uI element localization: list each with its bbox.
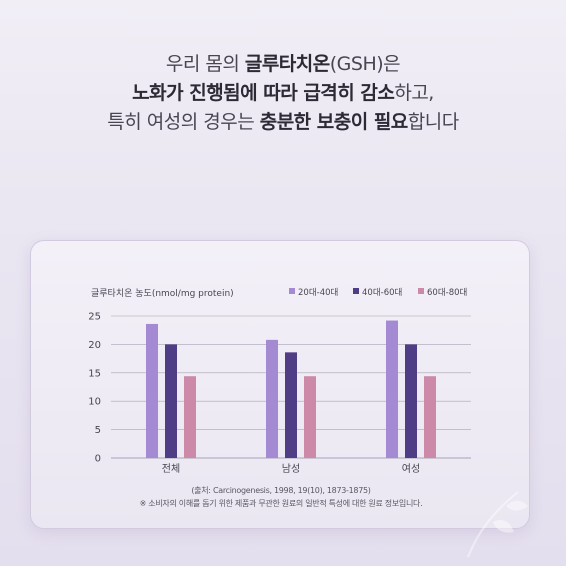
chart-card: 글루타치온 농도(nmol/mg protein) 20대-40대 40대-60대… <box>30 240 530 529</box>
bar-1-0 <box>266 339 278 458</box>
x-axis-ticks: 전체 남성 여성 <box>162 463 420 475</box>
bar-0-2 <box>184 376 196 458</box>
headline-line-3-suffix: 합니다 <box>407 111 459 133</box>
bar-0-0 <box>146 323 158 458</box>
y-tick-label: 15 <box>88 368 101 379</box>
legend-swatch <box>418 288 424 294</box>
legend-swatch <box>289 288 295 294</box>
y-tick-label: 5 <box>95 425 101 436</box>
headline-line-2-suffix: 하고, <box>394 82 434 104</box>
disclaimer-note: ※ 소비자의 이해를 돕기 위한 제품과 무관한 원료의 일반적 특성에 대한 … <box>139 499 423 508</box>
legend: 20대-40대 40대-60대 60대-80대 <box>289 288 467 298</box>
legend-label: 20대-40대 <box>298 288 338 298</box>
x-tick-label: 전체 <box>162 463 180 475</box>
y-tick-label: 0 <box>95 454 101 465</box>
headline-line-1-suffix: (GSH)은 <box>329 53 401 75</box>
headline-gsh-emphasis: 글루타치온 <box>244 53 330 75</box>
headline-supplement-emphasis: 충분한 보충이 필요 <box>259 111 409 133</box>
headline-decline-emphasis: 노화가 진행됨에 따라 급격히 감소 <box>132 82 395 104</box>
headline-line-3: 특히 여성의 경우는 충분한 보충이 필요합니다 <box>0 108 566 137</box>
headline: 우리 몸의 글루타치온(GSH)은 노화가 진행됨에 따라 급격히 감소하고, … <box>0 50 566 137</box>
bar-chart: 글루타치온 농도(nmol/mg protein) 20대-40대 40대-60대… <box>88 287 471 475</box>
bar-2-1 <box>405 344 417 458</box>
bar-1-1 <box>285 352 297 458</box>
bar-1-2 <box>304 376 316 458</box>
legend-label: 60대-80대 <box>427 288 467 298</box>
y-axis-ticks: 0 5 10 15 20 25 <box>88 312 101 465</box>
y-tick-label: 20 <box>88 340 101 351</box>
headline-line-1: 우리 몸의 글루타치온(GSH)은 <box>0 50 566 79</box>
y-tick-label: 25 <box>88 312 101 323</box>
source-note: (출처: Carcinogenesis, 1998, 19(10), 1873-… <box>191 486 371 495</box>
headline-line-1-text: 우리 몸의 <box>165 53 245 75</box>
bars <box>146 320 436 458</box>
legend-label: 40대-60대 <box>362 288 402 298</box>
y-axis-label: 글루타치온 농도(nmol/mg protein) <box>91 287 234 299</box>
bar-2-2 <box>424 376 436 458</box>
bar-0-1 <box>165 344 177 458</box>
headline-line-3-text: 특히 여성의 경우는 <box>107 111 260 133</box>
leaf-decoration <box>467 491 528 558</box>
headline-line-2: 노화가 진행됨에 따라 급격히 감소하고, <box>0 79 566 108</box>
x-tick-label: 남성 <box>282 463 300 475</box>
legend-swatch <box>353 288 359 294</box>
y-tick-label: 10 <box>88 397 101 408</box>
x-tick-label: 여성 <box>402 463 420 475</box>
bar-2-0 <box>386 320 398 458</box>
